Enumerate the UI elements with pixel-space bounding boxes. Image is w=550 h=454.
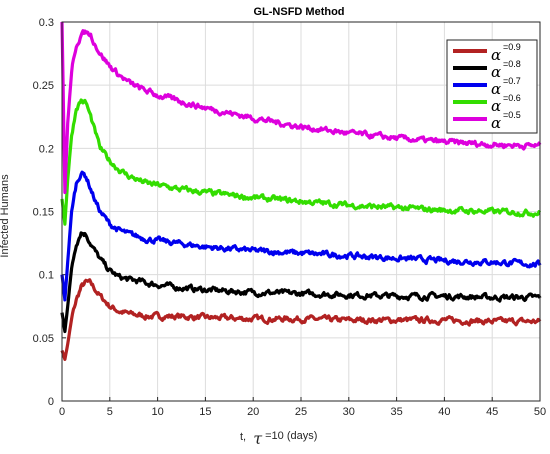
legend-symbol: α (491, 114, 501, 132)
y-tick-label: 0.2 (39, 143, 54, 155)
axes-frame (61, 21, 541, 402)
x-tick-label: 30 (343, 406, 355, 418)
series-line-5 (60, 21, 542, 195)
x-axis-label-prefix: t, (240, 431, 246, 443)
y-tick-label: 0.15 (33, 207, 54, 219)
x-tick-label: 45 (486, 406, 498, 418)
series-line-2 (60, 231, 542, 334)
y-tick-label: 0.1 (39, 270, 54, 282)
x-tick-label: 5 (107, 406, 113, 418)
y-tick-label: 0.05 (33, 333, 54, 345)
y-tick-label: 0.25 (33, 80, 54, 92)
x-tick-label: 35 (390, 406, 402, 418)
series-line-4 (60, 98, 542, 226)
chart-title: GL-NSFD Method (253, 6, 344, 18)
legend-label: =0.6 (503, 93, 521, 103)
plot-area: 0 5 10 15 20 25 30 35 40 45 50 0 0.05 0.1 0.15 0.2 0.25 0… (33, 17, 547, 418)
x-tick-label: 50 (534, 406, 546, 418)
x-tick-label: 10 (151, 406, 163, 418)
x-tick-label: 15 (199, 406, 211, 418)
legend-symbol: α (491, 63, 501, 81)
y-axis-label: Infected Humans (0, 174, 11, 258)
x-tick-label: 0 (59, 406, 65, 418)
x-axis-label-suffix: =10 (days) (265, 430, 317, 442)
legend-symbol: α (491, 97, 501, 115)
x-tick-label: 20 (247, 406, 259, 418)
x-axis-label: t, τ =10 (days) (240, 429, 317, 448)
legend-label: =0.9 (503, 42, 521, 52)
x-axis-label-symbol: τ (253, 429, 263, 448)
series-line-1 (60, 278, 542, 361)
legend-label: =0.5 (503, 110, 521, 120)
legend-label: =0.8 (503, 59, 521, 69)
legend-label: =0.7 (503, 76, 521, 86)
y-tick-label: 0 (48, 396, 54, 408)
series-line-3 (60, 170, 542, 302)
y-tick-label: 0.3 (39, 17, 54, 29)
legend-symbol: α (491, 80, 501, 98)
legend-symbol: α (491, 46, 501, 64)
x-tick-label: 40 (438, 406, 450, 418)
legend: α =0.9α =0.8α =0.7α =0.6α =0.5 (446, 39, 538, 134)
series-group (60, 21, 542, 361)
x-tick-label: 25 (295, 406, 307, 418)
